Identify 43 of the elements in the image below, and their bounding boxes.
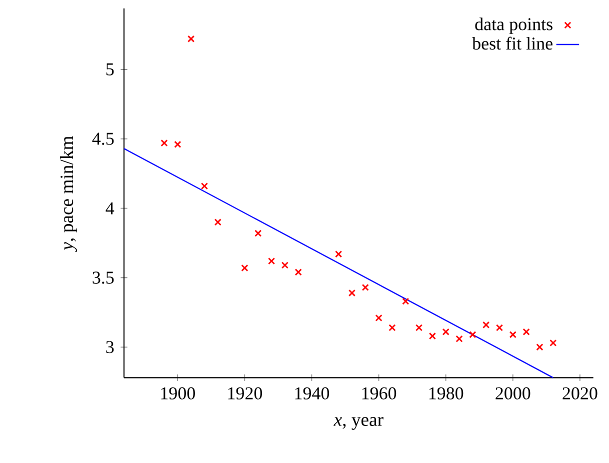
point xyxy=(402,298,410,305)
point xyxy=(522,328,530,336)
point xyxy=(187,35,195,42)
y-tick-label: 4 xyxy=(106,202,114,214)
point xyxy=(509,331,516,338)
point xyxy=(536,344,544,351)
point xyxy=(294,268,302,276)
x-tick-label: 1960 xyxy=(362,387,396,400)
point xyxy=(254,230,262,237)
point xyxy=(214,218,222,226)
point xyxy=(442,328,450,336)
legend-label: best fit line xyxy=(472,36,552,50)
point xyxy=(482,321,490,328)
point xyxy=(160,139,168,147)
point xyxy=(388,324,396,332)
x-tick-label: 2020 xyxy=(562,387,598,400)
point xyxy=(362,284,369,291)
x-tick-label: 1940 xyxy=(295,387,330,400)
point xyxy=(174,140,182,148)
y-tick-label: 3.5 xyxy=(92,272,114,284)
point xyxy=(375,314,382,322)
point xyxy=(241,264,248,272)
point xyxy=(268,257,276,265)
point xyxy=(334,250,342,258)
point xyxy=(496,324,504,332)
x-tick-label: 1900 xyxy=(161,387,195,400)
x-tick-label: 2000 xyxy=(496,387,530,400)
x-tick-label: 1980 xyxy=(429,387,464,400)
point xyxy=(348,289,356,297)
point xyxy=(281,262,288,269)
point xyxy=(456,335,463,342)
point xyxy=(200,182,208,190)
point xyxy=(415,324,423,332)
y-tick-label: 4.5 xyxy=(92,132,114,145)
legend-label: data points xyxy=(475,18,552,34)
point xyxy=(550,339,557,347)
x-axis-title: x, year xyxy=(334,417,384,430)
x-tick-label: 1920 xyxy=(228,387,262,400)
point xyxy=(469,331,476,338)
point xyxy=(428,332,436,340)
y-axis-title: y, pace min/km xyxy=(60,136,77,252)
y-tick-label: 3 xyxy=(106,341,114,354)
y-tick-label: 5 xyxy=(106,63,114,76)
